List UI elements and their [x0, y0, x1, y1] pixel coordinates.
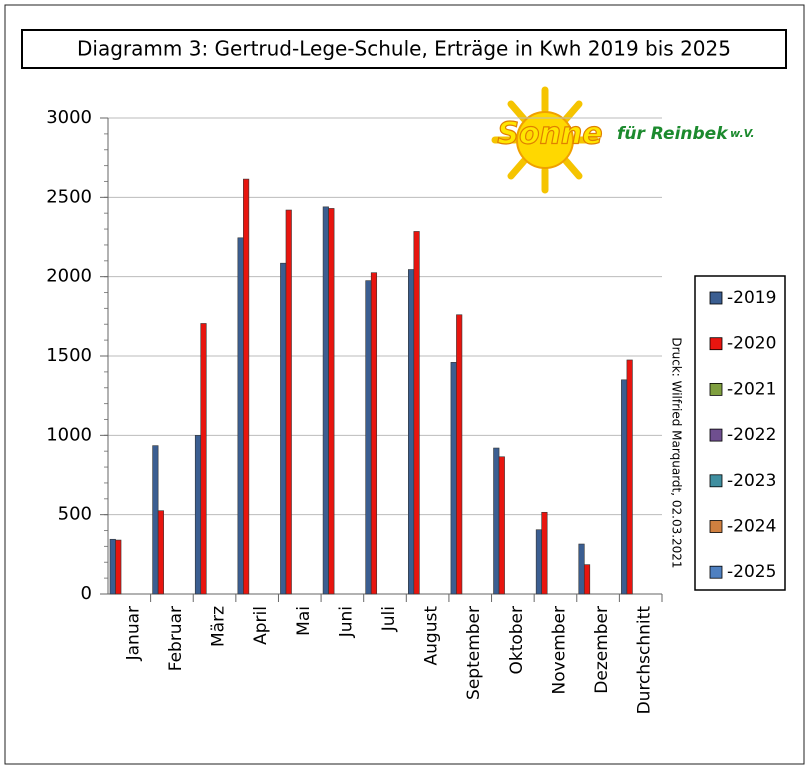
bar [109, 538, 116, 595]
legend-swatch [709, 520, 723, 533]
bar [493, 447, 500, 595]
legend-label: -2020 [727, 334, 776, 354]
y-tick-label: 1000 [46, 424, 92, 445]
bar [370, 272, 378, 595]
bar [456, 314, 463, 595]
legend-swatch [709, 428, 723, 442]
bar [450, 362, 457, 595]
chart-title: Diagramm 3: Gertrud-Lege-Schule, Erträge… [77, 37, 731, 61]
bar [541, 511, 548, 595]
title-box [21, 29, 787, 69]
legend-label: -2024 [727, 517, 776, 537]
sun-rays [491, 86, 599, 194]
bar [280, 262, 287, 595]
bar [535, 529, 542, 595]
logo-suffix: w.V. [730, 127, 755, 140]
x-tick-label: Februar [166, 606, 186, 671]
bar [621, 379, 628, 595]
bar [626, 359, 633, 595]
bar [152, 445, 159, 595]
x-tick-label: April [251, 606, 271, 645]
bar [328, 208, 335, 595]
legend-swatch [709, 565, 723, 579]
legend-label: -2023 [727, 471, 776, 491]
y-tick-label: 3000 [46, 107, 92, 128]
legend-swatch [709, 382, 723, 396]
y-tick-label: 1500 [46, 345, 92, 366]
legend-swatch [709, 337, 723, 351]
bar [285, 209, 292, 595]
bar [115, 539, 122, 595]
bar [498, 456, 505, 595]
x-tick-label: Oktober [507, 606, 527, 675]
x-tick-label: Juli [379, 606, 399, 632]
x-tick-label: August [422, 606, 442, 666]
x-tick-label: Mai [294, 606, 314, 636]
bar [583, 564, 591, 595]
legend-label: -2019 [727, 288, 776, 308]
bar [237, 237, 244, 595]
legend-swatch [709, 474, 723, 488]
bar [200, 323, 207, 595]
bar [408, 269, 415, 595]
x-tick-label: September [464, 606, 484, 700]
x-tick-label: März [209, 606, 229, 647]
y-tick-label: 2500 [46, 186, 92, 207]
bar [578, 543, 585, 595]
legend-label: -2021 [727, 379, 776, 399]
bar [322, 206, 329, 595]
x-tick-label: Januar [123, 606, 143, 661]
x-tick-label: Durchschnitt [635, 606, 655, 715]
y-tick-label: 2000 [46, 266, 92, 287]
y-tick-label: 0 [81, 583, 92, 604]
sun [516, 111, 574, 169]
bar [157, 510, 164, 595]
x-tick-label: Juni [336, 606, 356, 638]
x-tick-label: November [549, 606, 569, 694]
bar [194, 435, 202, 595]
bar [365, 280, 372, 595]
logo-tagline: für Reinbek [617, 124, 729, 144]
legend-label: -2022 [727, 425, 776, 445]
logo-word: Sonne [497, 117, 602, 152]
bar [413, 231, 420, 595]
bar [243, 178, 250, 595]
x-tick-label: Dezember [592, 606, 612, 694]
legend-swatch [709, 291, 723, 305]
logo: Sonne für Reinbek w.V. [491, 86, 755, 194]
outer-frame [4, 4, 805, 765]
legend-label: -2025 [727, 562, 776, 582]
y-tick-label: 500 [58, 504, 92, 525]
print-note: Druck: Wilfried Marquardt, 02.03.2021 [670, 337, 684, 568]
